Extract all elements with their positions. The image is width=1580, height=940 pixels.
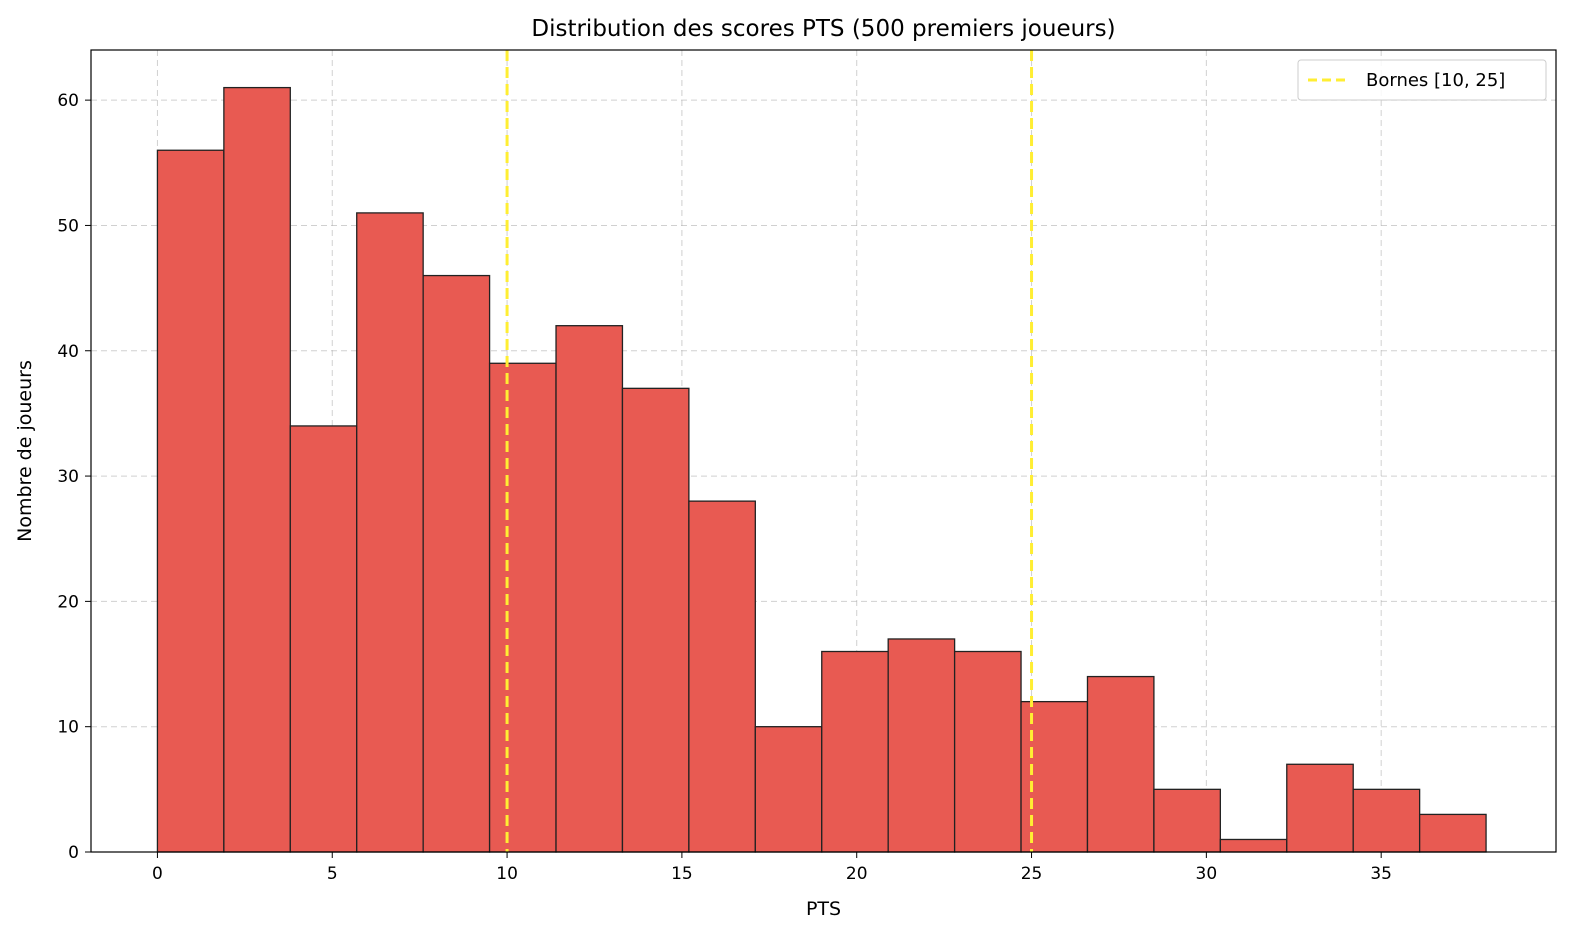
x-tick-label: 30 <box>1196 864 1218 884</box>
legend: Bornes [10, 25] <box>1297 59 1547 101</box>
y-tick-label: 50 <box>57 216 79 236</box>
bound-lines <box>505 50 1034 852</box>
y-tick-label: 10 <box>57 718 79 738</box>
histogram-bar <box>621 387 690 853</box>
histogram-bar <box>754 726 823 853</box>
histogram-bar <box>1418 813 1487 853</box>
plot-frame <box>90 49 1557 853</box>
x-axis-ticks: 0 5 10 15 20 25 30 35 <box>152 852 1392 884</box>
histogram-bar <box>1153 788 1221 853</box>
y-tick-label: 60 <box>57 91 79 111</box>
histogram-bar <box>688 500 756 853</box>
x-tick-label: 20 <box>846 864 868 884</box>
x-tick-label: 35 <box>1370 864 1392 884</box>
y-tick-label: 20 <box>57 592 79 612</box>
histogram-bar <box>1286 763 1354 853</box>
histogram-bar <box>488 362 557 853</box>
x-tick-label: 0 <box>152 864 163 884</box>
histogram-bar <box>953 650 1022 853</box>
histogram-bar <box>156 149 225 853</box>
x-tick-label: 10 <box>496 864 518 884</box>
x-axis-label: PTS <box>806 898 841 920</box>
histogram-bar <box>1352 788 1421 853</box>
y-tick-label: 40 <box>57 342 79 362</box>
y-axis-ticks: 0 10 20 30 40 50 60 <box>57 91 91 863</box>
histogram-bar <box>1219 838 1288 853</box>
y-tick-label: 30 <box>57 467 79 487</box>
y-tick-label: 0 <box>68 843 79 863</box>
chart-title: Distribution des scores PTS (500 premier… <box>531 16 1115 42</box>
histogram-bar <box>289 425 358 853</box>
y-axis-label: Nombre de joueurs <box>14 360 36 542</box>
histogram-bar <box>1086 675 1155 853</box>
legend-box <box>1297 59 1547 101</box>
histogram-bar <box>821 650 889 853</box>
histogram-bar <box>223 86 291 853</box>
histogram-bar <box>356 212 424 853</box>
x-tick-label: 25 <box>1021 864 1043 884</box>
x-tick-label: 5 <box>327 864 338 884</box>
legend-label: Bornes [10, 25] <box>1366 70 1505 91</box>
histogram-bar <box>555 325 624 853</box>
histogram-bar <box>422 274 491 853</box>
histogram-bar <box>1020 700 1089 853</box>
histogram-bars <box>156 86 1487 853</box>
histogram-bar <box>887 638 956 853</box>
x-tick-label: 15 <box>671 864 693 884</box>
